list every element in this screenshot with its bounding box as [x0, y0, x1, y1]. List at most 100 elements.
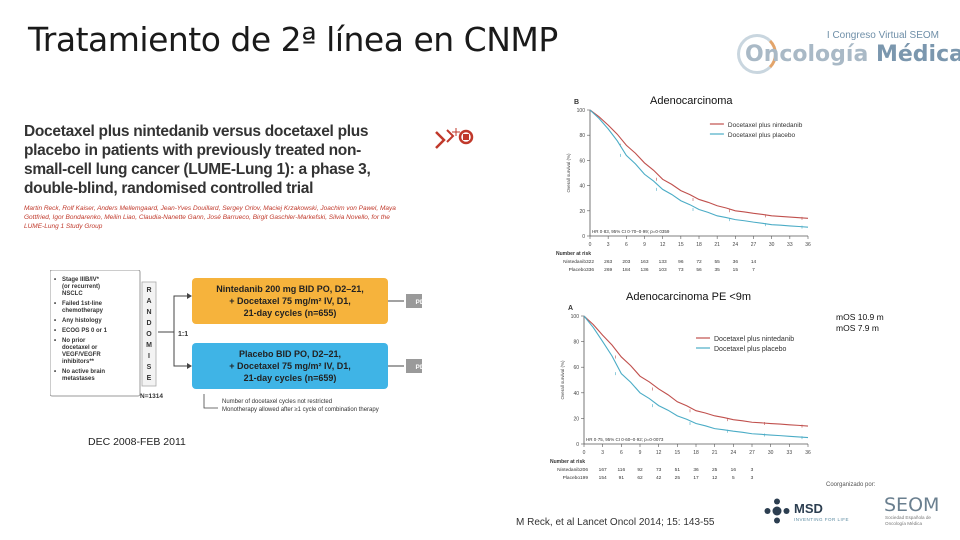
randomise-letter: D: [146, 320, 151, 327]
survival-curve-nintedanib: [583, 315, 809, 427]
randomisation-ratio: 1:1: [178, 331, 188, 338]
mos-placebo: mOS 7.9 m: [836, 323, 879, 333]
pd-label-1: PD: [415, 299, 422, 306]
risk-value: 25: [712, 467, 718, 473]
risk-row-name: Placebo: [569, 267, 587, 273]
risk-value: 42: [656, 475, 662, 481]
paper-title: Docetaxel plus nintedanib versus docetax…: [24, 123, 371, 197]
x-tick-label: 18: [696, 242, 702, 248]
eligibility-list: • Stage IIIB/IV* (or recurrent) NSCLC • Faile…: [54, 277, 108, 382]
x-tick-label: 21: [712, 450, 718, 456]
seom-fullname: Sociedad Española de Oncología Médica: [885, 515, 931, 526]
x-tick-label: 18: [693, 450, 699, 456]
risk-value: 36: [693, 467, 699, 473]
x-tick-label: 6: [620, 450, 623, 456]
risk-value: 51: [675, 467, 681, 473]
seom-name: SEOM: [884, 494, 940, 516]
footnote-line-2: Monotherapy allowed after ≥1 cycle of co…: [222, 407, 379, 413]
x-tick-label: 33: [787, 242, 793, 248]
x-tick-label: 12: [660, 242, 666, 248]
x-tick-label: 0: [589, 242, 592, 248]
risk-value: 263: [604, 259, 612, 265]
x-tick-label: 3: [607, 242, 610, 248]
randomise-box: [141, 281, 157, 387]
arm2-line: + Docetaxel 75 mg/m² IV, D1,: [229, 361, 350, 371]
risk-value: 25: [675, 475, 681, 481]
risk-value: 12: [712, 475, 718, 481]
risk-value: 3: [751, 475, 754, 481]
risk-value: 36: [733, 259, 739, 265]
risk-table-label: Number at risk: [550, 459, 585, 465]
congress-name: I Congreso Virtual SEOM: [826, 30, 939, 41]
legend-label: Docetaxel plus nintedanib: [714, 336, 794, 343]
randomise-letter: S: [147, 364, 152, 371]
risk-value: 92: [637, 467, 643, 473]
risk-value: 184: [622, 267, 630, 273]
risk-row-name: Nintedanib: [563, 259, 586, 265]
risk-value: 136: [640, 267, 648, 273]
y-tick-label: 100: [571, 314, 580, 320]
risk-value: 55: [714, 259, 720, 265]
survival-curve-nintedanib: [589, 109, 809, 219]
arm1-text: Nintedanib 200 mg BID PO, D2–21, + Doceta…: [216, 284, 364, 318]
arm2-box: [192, 343, 388, 389]
risk-value: 72: [696, 259, 702, 265]
x-tick-label: 27: [751, 242, 757, 248]
y-tick-label: 40: [579, 184, 585, 190]
randomise-connector: [158, 295, 190, 367]
risk-value: 7: [752, 267, 755, 273]
risk-value: 16: [731, 467, 737, 473]
hazard-ratio-annotation: HR 0·75, 95% CI 0·60–0·92; p=0·0073: [586, 437, 664, 442]
x-tick-label: 0: [583, 450, 586, 456]
arm1-line: 21-day cycles (n=655): [244, 308, 337, 318]
randomise-letter: R: [146, 287, 151, 294]
footnote-line-1: Number of docetaxel cycles not restricte…: [222, 399, 332, 405]
eligibility-box: [50, 270, 141, 397]
arm1-line: + Docetaxel 75 mg/m² IV, D1,: [229, 296, 350, 306]
eligibility-item: • Failed 1st-line chemotherapy: [54, 301, 104, 314]
x-tick-label: 36: [805, 450, 811, 456]
y-tick-label: 80: [573, 340, 579, 346]
legend-label: Docetaxel plus placebo: [728, 132, 796, 139]
risk-value: 14: [751, 259, 757, 265]
risk-value: 167: [599, 467, 607, 473]
risk-value: 5: [732, 475, 735, 481]
legend-label: Docetaxel plus nintedanib: [728, 122, 803, 129]
hazard-ratio-annotation: HR 0·83, 95% CI 0·70–0·99; p=0·0359: [592, 229, 670, 234]
risk-value: 133: [659, 259, 667, 265]
randomise-letter: E: [147, 375, 152, 382]
arm2-text: Placebo BID PO, D2–21, + Docetaxel 75 mg/…: [229, 349, 350, 383]
risk-value: 206: [580, 467, 588, 473]
footnote-connector: [203, 394, 218, 409]
msd-tagline: INVENTING FOR LIFE: [794, 517, 850, 522]
randomise-letter: I: [148, 353, 150, 360]
arm1-box: [192, 278, 388, 324]
survival-curve-placebo: [589, 109, 809, 228]
x-tick-label: 15: [678, 242, 684, 248]
risk-value: 56: [696, 267, 702, 273]
paper-authors: Martin Reck, Rolf Kaiser, Anders Mellemg…: [24, 205, 396, 230]
risk-value: 154: [599, 475, 607, 481]
randomise-letter: A: [146, 298, 151, 305]
risk-value: 116: [618, 467, 626, 473]
y-tick-label: 0: [576, 442, 579, 448]
x-tick-label: 21: [714, 242, 720, 248]
total-n: N=1314: [140, 393, 163, 400]
x-tick-label: 15: [675, 450, 681, 456]
congress-logo: I Congreso Virtual SEOM Oncología Médica: [735, 28, 960, 74]
risk-value: 17: [693, 475, 699, 481]
y-tick-label: 60: [573, 365, 579, 371]
pd-box-1: [406, 294, 422, 308]
y-tick-label: 0: [582, 234, 585, 240]
risk-row-name: Nintedanib: [557, 467, 580, 473]
risk-value: 103: [659, 267, 667, 273]
seom-logo: SEOM Sociedad Española de Oncología Médi…: [884, 494, 946, 528]
msd-logo: MSD INVENTING FOR LIFE: [764, 496, 860, 526]
risk-value: 62: [637, 475, 643, 481]
congress-brand: Oncología Médica: [745, 42, 960, 67]
survival-curve-placebo: [583, 315, 809, 439]
risk-value: 73: [656, 467, 662, 473]
eligibility-item: • No active brain metastases: [54, 369, 105, 382]
chart-title-2: Adenocarcinoma PE <9m: [626, 291, 752, 303]
